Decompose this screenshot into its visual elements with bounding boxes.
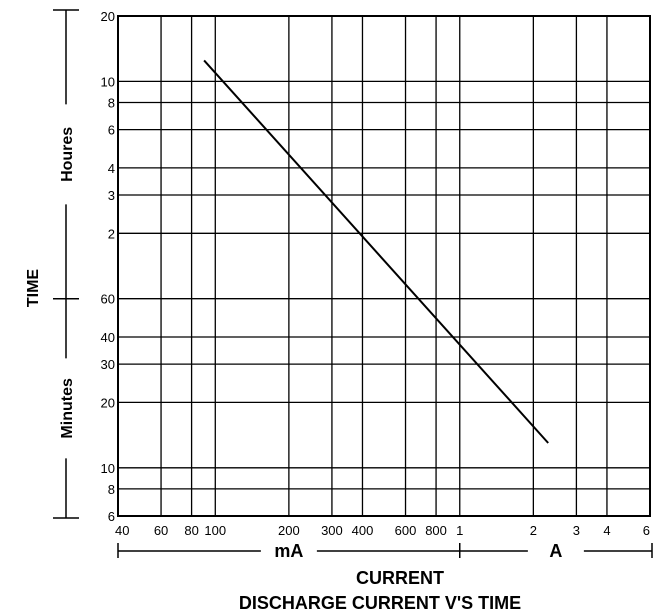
y-unit-label: Houres [59, 127, 76, 182]
x-tick-label: 80 [184, 523, 198, 538]
y-tick-label: 60 [101, 292, 115, 307]
y-tick-label: 6 [108, 509, 115, 524]
y-axis-annotation: Houres Minutes [53, 9, 79, 519]
y-tick-label: 10 [101, 461, 115, 476]
x-unit-label: A [549, 541, 562, 561]
x-axis-annotation: mA A [117, 541, 653, 561]
x-tick-label: 4 [603, 523, 610, 538]
y-axis-title: TIME [25, 269, 42, 308]
plot-frame [117, 15, 651, 517]
x-tick-label: 100 [204, 523, 226, 538]
y-tick-label: 2 [108, 226, 115, 241]
y-unit-label: Minutes [59, 378, 76, 439]
x-tick-labels: 40 60 80 100 200 300 400 600 800 1 2 3 4 6 [115, 523, 650, 538]
x-tick-label: 200 [278, 523, 300, 538]
y-tick-label: 4 [108, 161, 115, 176]
grid [117, 15, 651, 517]
y-tick-label: 6 [108, 123, 115, 138]
x-tick-label: 60 [154, 523, 168, 538]
y-tick-label: 40 [101, 330, 115, 345]
y-tick-label: 20 [101, 395, 115, 410]
x-tick-label: 300 [321, 523, 343, 538]
x-tick-label: 3 [573, 523, 580, 538]
x-tick-label: 400 [352, 523, 374, 538]
series-line [203, 59, 549, 444]
x-tick-label: 40 [115, 523, 129, 538]
series-layer [203, 59, 549, 444]
x-tick-label: 800 [425, 523, 447, 538]
y-tick-label: 10 [101, 74, 115, 89]
y-tick-label: 30 [101, 357, 115, 372]
y-tick-label: 20 [101, 9, 115, 24]
x-tick-label: 6 [643, 523, 650, 538]
x-axis-title: CURRENT [356, 568, 444, 588]
y-tick-label: 8 [108, 95, 115, 110]
y-tick-label: 8 [108, 482, 115, 497]
x-tick-label: 600 [395, 523, 417, 538]
y-tick-labels: 6 8 10 20 30 40 60 2 3 4 6 8 10 20 [101, 9, 115, 524]
x-unit-label: mA [274, 541, 303, 561]
x-tick-label: 1 [456, 523, 463, 538]
y-tick-label: 3 [108, 188, 115, 203]
chart-title: DISCHARGE CURRENT V'S TIME [239, 593, 521, 613]
x-tick-label: 2 [530, 523, 537, 538]
